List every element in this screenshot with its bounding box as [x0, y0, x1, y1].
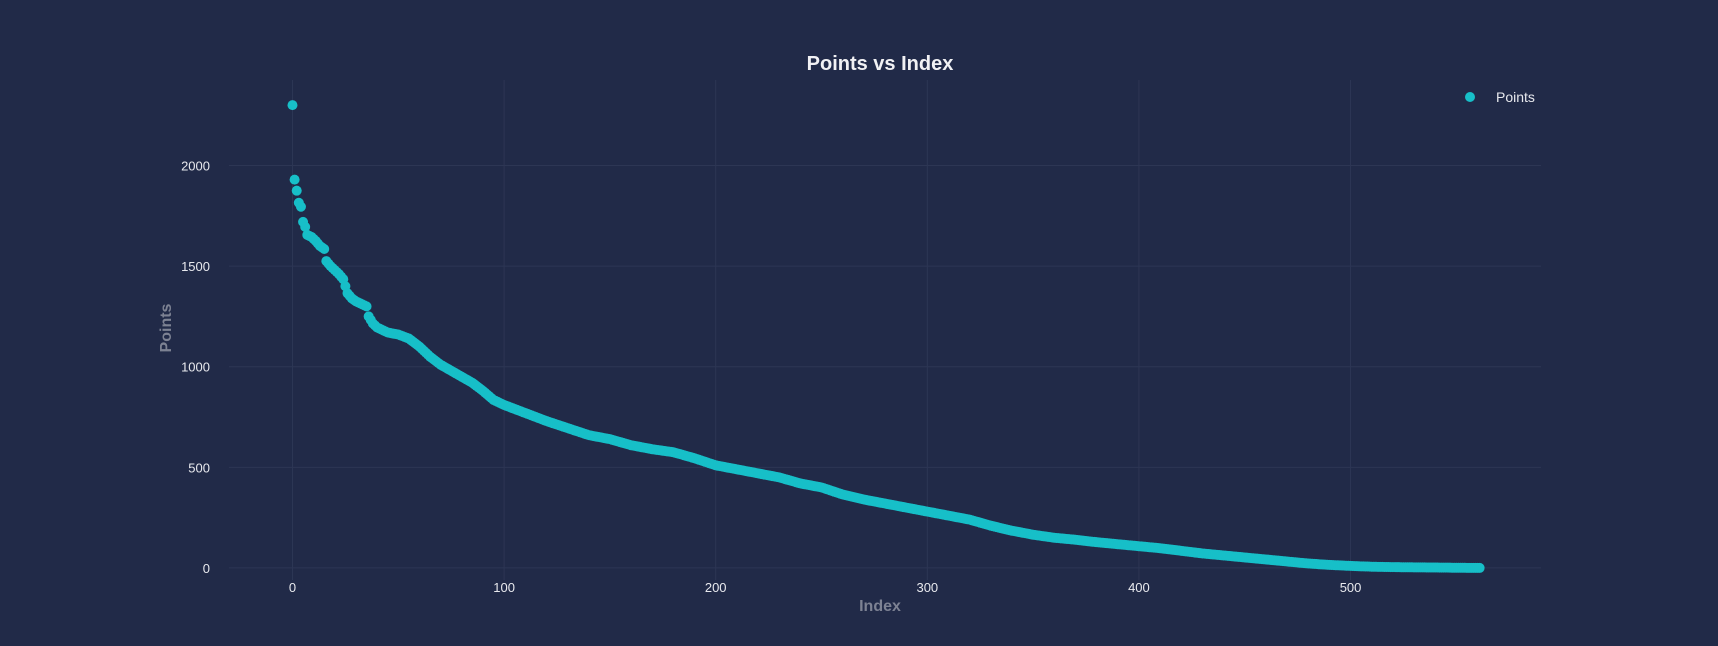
y-tick-label: 1000 — [181, 360, 210, 375]
x-axis-label: Index — [859, 598, 901, 615]
tick-labels: 0 100 200 300 400 500 0 500 1000 1500 2000 — [181, 159, 1361, 595]
chart-title: Points vs Index — [807, 53, 954, 75]
data-point — [289, 174, 300, 185]
y-tick-label: 2000 — [181, 159, 210, 174]
data-point — [319, 244, 330, 255]
data-point — [300, 221, 311, 232]
y-tick-label: 0 — [203, 561, 210, 576]
x-tick-label: 400 — [1128, 580, 1150, 595]
y-tick-label: 1500 — [181, 259, 210, 274]
legend-marker — [1465, 92, 1475, 102]
x-tick-label: 300 — [916, 580, 938, 595]
x-tick-label: 100 — [493, 580, 515, 595]
data-point — [287, 100, 298, 111]
x-tick-label: 200 — [705, 580, 727, 595]
y-tick-label: 500 — [188, 460, 210, 475]
data-points — [287, 100, 1485, 573]
legend: Points — [1465, 89, 1535, 105]
x-tick-label: 500 — [1340, 580, 1362, 595]
x-tick-label: 0 — [289, 580, 296, 595]
y-axis-label: Points — [158, 303, 175, 352]
data-point — [291, 185, 302, 196]
data-point — [1474, 562, 1485, 573]
data-point — [295, 201, 306, 212]
data-point — [361, 301, 372, 312]
grid-lines — [229, 80, 1541, 580]
legend-label-points: Points — [1496, 89, 1535, 105]
